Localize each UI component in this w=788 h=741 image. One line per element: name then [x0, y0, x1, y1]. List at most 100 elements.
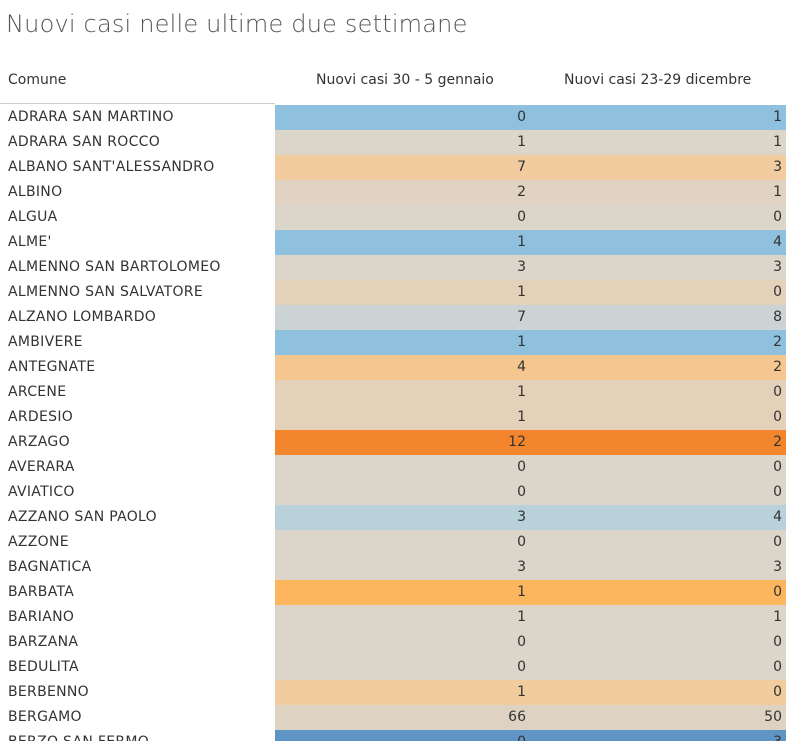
comune-name: ARZAGO: [8, 434, 70, 450]
table-row[interactable]: ADRARA SAN ROCCO 1 1: [0, 130, 788, 155]
highlight-cell: [275, 530, 786, 555]
cases-previous-week-value: 50: [764, 709, 782, 725]
table-row[interactable]: BARIANO 1 1: [0, 605, 788, 630]
comune-name: ALMENNO SAN SALVATORE: [8, 284, 203, 300]
table-row[interactable]: ARZAGO 12 2: [0, 430, 788, 455]
highlight-cell: [275, 480, 786, 505]
cases-previous-week-value: 2: [773, 334, 782, 350]
cases-previous-week-value: 2: [773, 434, 782, 450]
comune-name: ADRARA SAN MARTINO: [8, 109, 174, 125]
highlight-cell: [275, 705, 786, 730]
table-header: Comune Nuovi casi 30 - 5 gennaio Nuovi c…: [0, 62, 788, 102]
comune-name: ADRARA SAN ROCCO: [8, 134, 161, 150]
table-row[interactable]: AVIATICO 0 0: [0, 480, 788, 505]
cases-current-week-value: 0: [517, 634, 526, 650]
comune-name: ALZANO LOMBARDO: [8, 309, 157, 325]
comune-name: ALGUA: [8, 209, 58, 225]
cases-current-week-value: 1: [517, 409, 526, 425]
cases-current-week-value: 0: [517, 659, 526, 675]
table-row[interactable]: AZZONE 0 0: [0, 530, 788, 555]
highlight-cell: [275, 230, 786, 255]
cases-current-week-value: 1: [517, 284, 526, 300]
chart-title: Nuovi casi nelle ultime due settimane: [6, 10, 468, 38]
cases-current-week-value: 0: [517, 534, 526, 550]
highlight-cell: [275, 105, 786, 130]
table-row[interactable]: AVERARA 0 0: [0, 455, 788, 480]
table-row[interactable]: ALME' 1 4: [0, 230, 788, 255]
cases-current-week-value: 12: [508, 434, 526, 450]
highlight-cell: [275, 405, 786, 430]
highlight-cell: [275, 280, 786, 305]
comune-name: ALMENNO SAN BARTOLOMEO: [8, 259, 221, 275]
comune-name: AVERARA: [8, 459, 75, 475]
cases-previous-week-value: 0: [773, 534, 782, 550]
table-row[interactable]: ALBINO 2 1: [0, 180, 788, 205]
highlight-cell: [275, 455, 786, 480]
table-row[interactable]: ANTEGNATE 4 2: [0, 355, 788, 380]
cases-current-week-value: 1: [517, 334, 526, 350]
highlight-cell: [275, 130, 786, 155]
cases-previous-week-value: 0: [773, 684, 782, 700]
cases-previous-week-value: 0: [773, 284, 782, 300]
cases-previous-week-value: 4: [773, 234, 782, 250]
highlight-cell: [275, 155, 786, 180]
comune-name: ALME': [8, 234, 52, 250]
highlight-cell: [275, 630, 786, 655]
cases-current-week-value: 1: [517, 684, 526, 700]
cases-current-week-value: 0: [517, 209, 526, 225]
table-row[interactable]: AMBIVERE 1 2: [0, 330, 788, 355]
column-header-new-cases-current-week[interactable]: Nuovi casi 30 - 5 gennaio: [316, 72, 494, 88]
cases-previous-week-value: 1: [773, 109, 782, 125]
table-row[interactable]: ALGUA 0 0: [0, 205, 788, 230]
comune-name: ALBANO SANT'ALESSANDRO: [8, 159, 215, 175]
table-row[interactable]: AZZANO SAN PAOLO 3 4: [0, 505, 788, 530]
header-divider: [0, 103, 275, 104]
table-row[interactable]: BAGNATICA 3 3: [0, 555, 788, 580]
cases-previous-week-value: 0: [773, 209, 782, 225]
table-row[interactable]: ALMENNO SAN BARTOLOMEO 3 3: [0, 255, 788, 280]
cases-current-week-value: 3: [517, 509, 526, 525]
cases-previous-week-value: 3: [526, 730, 782, 741]
highlight-cell: [275, 180, 786, 205]
table-row[interactable]: ALBANO SANT'ALESSANDRO 7 3: [0, 155, 788, 180]
cases-current-week-value: 2: [517, 184, 526, 200]
table-row[interactable]: BERZO SAN FERMO 03: [0, 730, 788, 741]
table-row[interactable]: ARCENE 1 0: [0, 380, 788, 405]
comune-name: BAGNATICA: [8, 559, 92, 575]
table-row[interactable]: BERGAMO 66 50: [0, 705, 788, 730]
cases-current-week-value: 7: [517, 159, 526, 175]
table-row[interactable]: ALMENNO SAN SALVATORE 1 0: [0, 280, 788, 305]
highlight-cell: [275, 430, 786, 455]
cases-previous-week-value: 0: [773, 634, 782, 650]
highlight-cell: [275, 380, 786, 405]
comune-name: BARBATA: [8, 584, 75, 600]
table-row[interactable]: BERBENNO 1 0: [0, 680, 788, 705]
table-row[interactable]: BARBATA 1 0: [0, 580, 788, 605]
comune-name: AMBIVERE: [8, 334, 83, 350]
table-row[interactable]: ALZANO LOMBARDO 7 8: [0, 305, 788, 330]
table-row[interactable]: ADRARA SAN MARTINO 0 1: [0, 105, 788, 130]
table-row[interactable]: BARZANA 0 0: [0, 630, 788, 655]
highlight-cell: [275, 555, 786, 580]
cases-previous-week-value: 0: [773, 584, 782, 600]
comune-name: ARCENE: [8, 384, 67, 400]
column-header-new-cases-previous-week[interactable]: Nuovi casi 23-29 dicembre: [564, 72, 752, 88]
table-row[interactable]: BEDULITA 0 0: [0, 655, 788, 680]
cases-current-week-value: 0: [275, 730, 526, 741]
comune-name: BARZANA: [8, 634, 79, 650]
highlight-cell: [275, 205, 786, 230]
highlight-cell: [275, 655, 786, 680]
cases-current-week-value: 0: [517, 459, 526, 475]
comune-name: BERGAMO: [8, 709, 82, 725]
column-header-comune[interactable]: Comune: [8, 72, 67, 88]
cases-previous-week-value: 8: [773, 309, 782, 325]
cases-previous-week-value: 0: [773, 384, 782, 400]
cases-current-week-value: 1: [517, 234, 526, 250]
table-row[interactable]: ARDESIO 1 0: [0, 405, 788, 430]
cases-previous-week-value: 0: [773, 409, 782, 425]
cases-current-week-value: 0: [517, 109, 526, 125]
comune-name: BARIANO: [8, 609, 75, 625]
comune-name: BERBENNO: [8, 684, 89, 700]
comune-name: BEDULITA: [8, 659, 79, 675]
